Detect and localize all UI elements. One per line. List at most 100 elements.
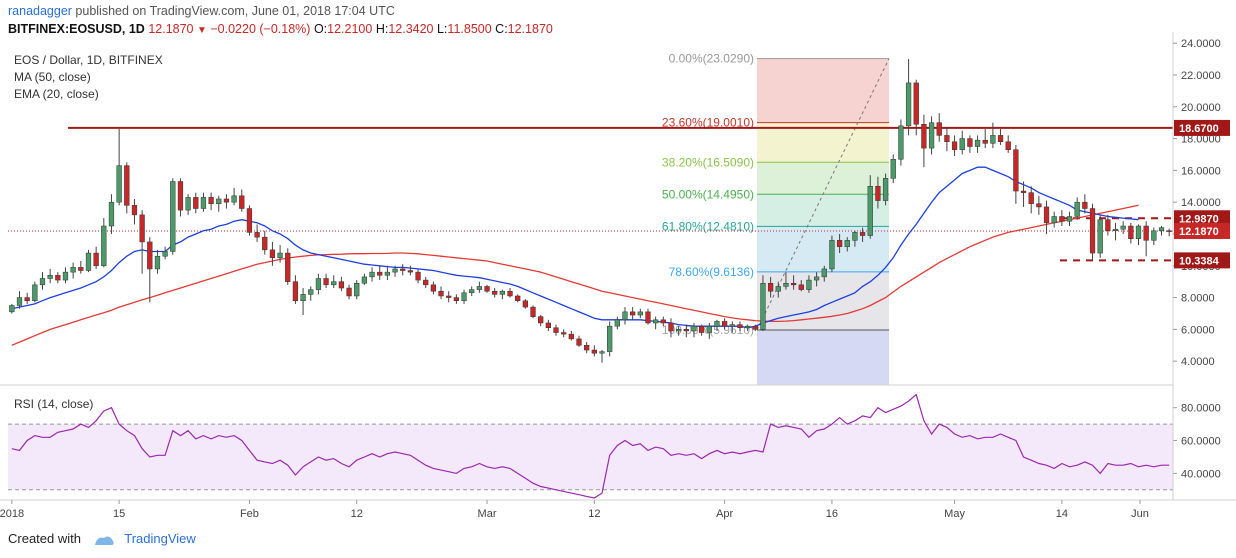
rsi-tick-label: 40.0000	[1181, 468, 1221, 480]
candle-body	[806, 279, 812, 290]
candle	[568, 330, 574, 341]
tradingview-logo-icon[interactable]	[93, 533, 115, 547]
candle	[890, 154, 896, 184]
price-tick-label: 8.0000	[1181, 293, 1215, 305]
price-tag-box	[1174, 210, 1230, 227]
candle	[538, 315, 544, 327]
candle	[78, 260, 84, 274]
candle	[484, 284, 490, 293]
candle	[607, 321, 613, 357]
candle-body	[1059, 216, 1065, 222]
price-tag[interactable]: 10.3384	[1174, 252, 1230, 269]
main-legend: EOS / Dollar, 1D, BITFINEX MA (50, close…	[14, 52, 163, 103]
candle	[913, 79, 919, 136]
candle	[415, 268, 421, 284]
candle-body	[446, 295, 452, 298]
candle-body	[16, 297, 23, 306]
candle-body	[974, 139, 981, 147]
candle-body	[729, 324, 735, 327]
price-tick-label: 18.0000	[1181, 134, 1221, 146]
candle-body	[653, 319, 659, 324]
candle-body	[108, 201, 115, 227]
time-tick-label: 16	[826, 508, 838, 520]
candle-body	[913, 82, 919, 125]
candle-body	[93, 252, 99, 267]
price-tag-label: 12.1870	[1179, 226, 1219, 238]
candle	[208, 192, 214, 211]
time-tick-label: Mar	[478, 508, 497, 520]
candle	[1066, 211, 1073, 227]
candle	[982, 129, 988, 149]
candle	[200, 192, 207, 212]
candle-body	[1082, 201, 1088, 209]
ma-legend[interactable]: MA (50, close)	[14, 70, 91, 84]
rsi-legend[interactable]: RSI (14, close)	[14, 396, 93, 413]
candle-body	[285, 252, 291, 282]
publish-line: ranadagger published on TradingView.com,…	[8, 4, 395, 18]
candle	[852, 230, 858, 247]
candle	[729, 321, 735, 333]
candle-body	[844, 240, 850, 247]
candle	[32, 281, 38, 303]
ema-legend[interactable]: EMA (20, close)	[14, 87, 99, 101]
candle-body	[1097, 219, 1103, 254]
candle	[829, 235, 835, 273]
candle	[1166, 228, 1172, 237]
candle	[798, 280, 804, 292]
candle	[974, 135, 981, 153]
candle	[85, 249, 92, 273]
candle-body	[331, 281, 337, 286]
price-tag[interactable]: 18.6700	[1174, 119, 1230, 136]
candle	[790, 275, 797, 290]
candle	[561, 329, 567, 338]
axes[interactable]: 24.0000 22.0000 20.0000 18.0000 16.0000 14.00…	[0, 32, 1236, 520]
candle	[239, 189, 245, 212]
candles	[9, 59, 1172, 363]
candle	[147, 237, 153, 303]
candle-body	[722, 321, 728, 327]
candle	[507, 288, 513, 298]
candle-body	[545, 322, 551, 329]
candle-body	[1074, 201, 1080, 217]
open-value: 12.2100	[327, 22, 373, 36]
fib-level-label: 78.60%(9.6136)	[669, 265, 754, 279]
candle-body	[1112, 228, 1119, 232]
tradingview-brand[interactable]: TradingView	[124, 531, 196, 546]
author-link[interactable]: ranadagger	[8, 4, 72, 18]
price-tag[interactable]: 12.1870	[1174, 222, 1230, 239]
candle	[576, 335, 582, 347]
candle	[637, 308, 643, 319]
candle	[1028, 186, 1034, 214]
candle	[116, 129, 122, 206]
price-tag-label: 18.6700	[1179, 123, 1219, 135]
fibonacci-retracement[interactable]: 0.00%(23.0290) 23.60%(19.0010) 38.20%(16.5…	[662, 52, 890, 385]
candle	[384, 265, 391, 281]
price-tag[interactable]: 12.9870	[1174, 210, 1230, 227]
rsi-tick-label: 80.0000	[1181, 403, 1221, 415]
candle	[859, 227, 866, 242]
candle	[1135, 224, 1142, 246]
candle-body	[400, 268, 406, 271]
candle	[1158, 226, 1165, 236]
rsi-pane[interactable]: 80.0000 60.0000 40.0000	[8, 393, 1221, 499]
candle-body	[928, 122, 935, 149]
candle	[499, 289, 505, 300]
time-tick-label: 2018	[0, 508, 24, 520]
candle-body	[85, 252, 92, 271]
candle-body	[790, 282, 797, 286]
candle	[630, 307, 636, 320]
candle-body	[859, 232, 866, 236]
candle-body	[767, 282, 774, 292]
candle	[959, 130, 965, 155]
candle-body	[607, 325, 613, 352]
fib-zone	[757, 329, 889, 385]
candle	[430, 281, 437, 295]
price-tag-box	[1174, 252, 1230, 269]
candle	[706, 322, 712, 339]
candle	[722, 318, 728, 330]
candle	[1043, 200, 1050, 234]
candle	[1036, 195, 1042, 215]
candle	[55, 272, 61, 284]
candle-body	[239, 195, 245, 209]
